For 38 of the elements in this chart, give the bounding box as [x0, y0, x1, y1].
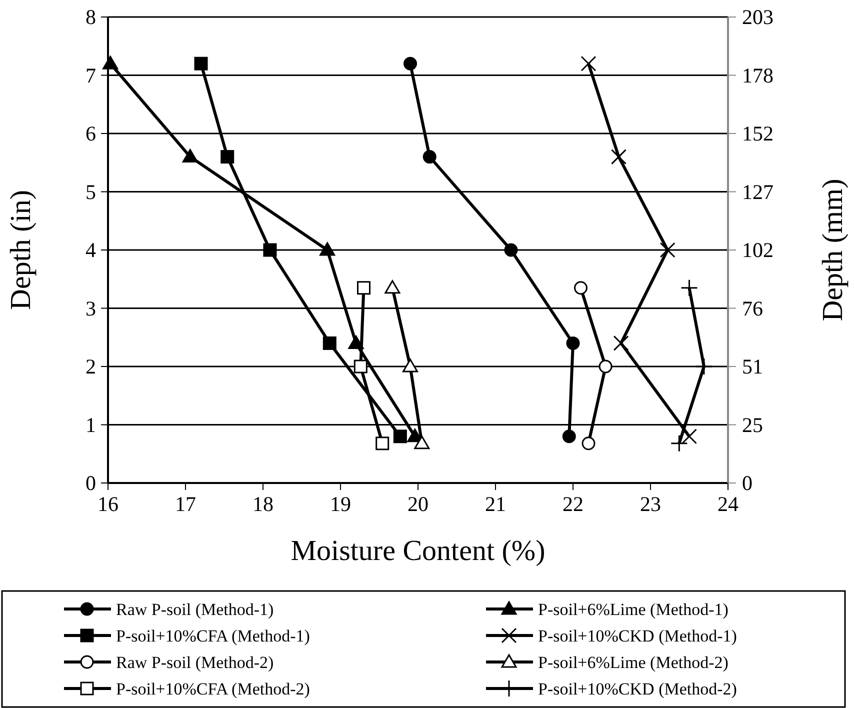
legend-label: P-soil+6%Lime (Method-2): [538, 653, 728, 672]
legend-label: P-soil+10%CFA (Method-1): [116, 626, 310, 646]
x-tick-label: 18: [252, 492, 274, 516]
x-tick-label: 21: [485, 492, 506, 516]
legend-label: P-soil+10%CFA (Method-2): [116, 680, 310, 698]
y-tick-label: 3: [86, 296, 96, 320]
x-tick-label: 17: [175, 492, 196, 516]
y-tick-label: 6: [86, 122, 96, 146]
y-tick-label: 2: [86, 354, 96, 378]
y-tick-label: 8: [86, 5, 96, 29]
y2-tick-label: 51: [742, 354, 763, 378]
y2-tick-label: 127: [742, 180, 774, 204]
legend-label: P-soil+6%Lime (Method-1): [538, 600, 728, 619]
y2-tick-label: 76: [742, 296, 763, 320]
legend-label: Raw P-soil (Method-2): [116, 653, 274, 672]
legend-label: P-soil+10%CKD (Method-1): [538, 626, 737, 646]
y2-tick-label: 152: [742, 122, 774, 146]
y-axis-title: Depth (in): [5, 190, 37, 310]
y-tick-label: 4: [86, 238, 96, 262]
y-tick-label: 7: [86, 63, 96, 88]
y2-tick-label: 203: [742, 5, 774, 29]
legend-label: P-soil+10%CKD (Method-2): [538, 680, 737, 698]
y2-tick-label: 102: [742, 238, 774, 262]
y2-tick-label: 0: [742, 471, 752, 495]
legend-label: Raw P-soil (Method-1): [116, 600, 274, 619]
y-tick-label: 1: [86, 412, 96, 437]
x-axis-title: Moisture Content (%): [290, 535, 546, 567]
x-tick-label: 23: [640, 492, 661, 516]
y2-axis-title: Depth (mm): [817, 178, 849, 322]
y2-tick-label: 178: [742, 63, 774, 88]
y-tick-label: 5: [86, 180, 96, 204]
x-tick-label: 16: [98, 492, 118, 516]
y2-tick-label: 25: [742, 412, 763, 437]
x-tick-label: 20: [408, 492, 428, 516]
x-tick-label: 24: [718, 492, 739, 516]
x-tick-label: 22: [562, 492, 584, 516]
y-tick-label: 0: [86, 471, 96, 495]
x-tick-label: 19: [330, 492, 351, 516]
